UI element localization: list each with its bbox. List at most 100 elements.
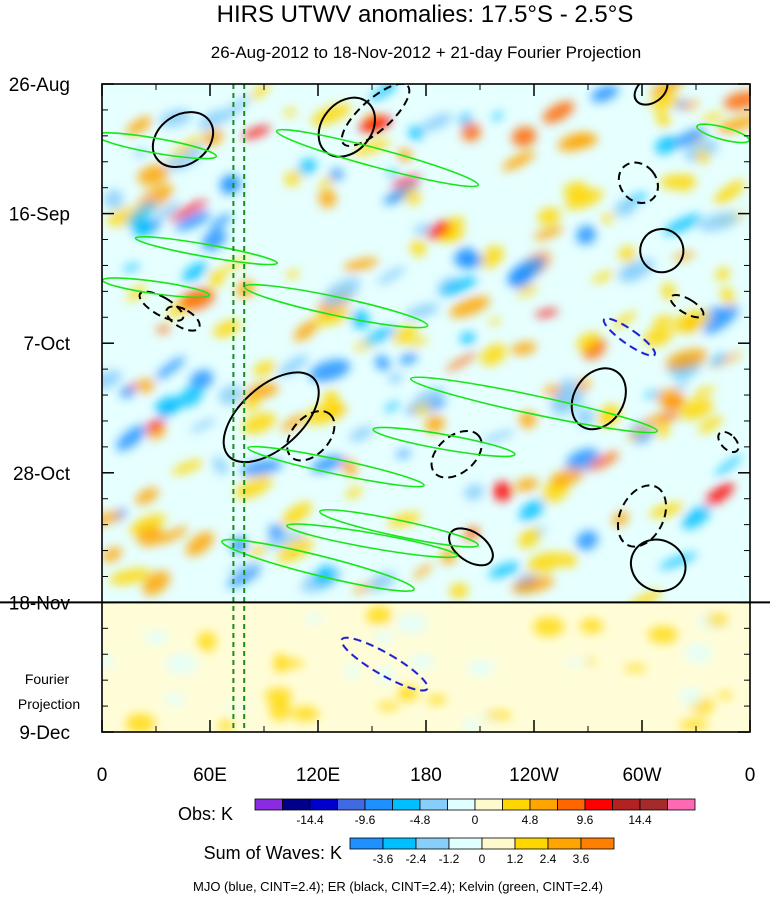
anomaly-blob [135,487,159,505]
anomaly-blob [132,219,153,237]
anomaly-blob [388,372,403,384]
anomaly-blob [213,255,251,278]
anomaly-blob [557,132,593,152]
kelvin-contour [286,523,458,559]
anomaly-blob [138,378,155,393]
plot-frame [101,83,751,733]
projection-blob [197,631,217,652]
anomaly-blob [449,296,491,318]
anomaly-blob [440,549,456,565]
anomaly-blob [399,353,418,365]
anomaly-blob [517,284,538,297]
anomaly-blob [408,125,424,141]
er-contour [617,161,659,204]
projection-blob [366,606,392,625]
anomaly-blob [672,173,696,192]
projection-blob [426,695,447,705]
anomaly-blob [252,361,277,376]
er-contour [639,228,685,274]
anomaly-blob [679,398,714,420]
anomaly-blob [407,337,429,348]
colorbar-swatch [612,798,641,811]
colorbar-swatch [415,837,450,850]
anomaly-blob [534,309,559,318]
anomaly-blob [179,288,216,311]
colorbar-tick-label: -9.6 [355,813,376,827]
anomaly-blob [549,467,584,487]
anomaly-blob [157,526,188,544]
anomaly-blob [650,93,681,110]
anomaly-blob [502,150,536,171]
x-tick-label: 0 [97,765,108,786]
projection-blob [648,626,679,644]
kelvin-contour [409,376,659,434]
anomaly-blob [213,456,228,475]
anomaly-blob [129,513,166,535]
anomaly-blob [126,116,152,136]
axes: 26-Aug 16-Sep 7-Oct 28-Oct 18-Nov 9-Dec 0 60E 12… [9,75,756,786]
er-contour [286,410,336,462]
anomaly-blob [404,187,421,205]
anomaly-blob [412,387,446,405]
colorbar-swatch [667,798,696,811]
er-contour [138,290,185,322]
anomaly-blob [349,426,374,442]
projection-blob [305,613,324,624]
anomaly-blob [323,277,361,307]
y-tick-label: 9-Dec [19,723,70,744]
anomaly-blob [661,282,676,300]
colorbar-swatch [529,798,558,811]
colorbar-tick-label: -3.6 [373,852,394,866]
colorbar-swatch [474,798,503,811]
anomaly-blob [245,382,279,399]
y-tick-label: 28-Oct [13,464,71,485]
colorbar-swatch [364,798,393,811]
anomaly-blob [136,526,165,547]
projection-blob [165,653,198,675]
projection-blob [624,664,647,672]
anomaly-blob [698,212,740,232]
er-contour [669,294,705,319]
anomaly-blob [104,189,124,210]
kelvin-contour [102,132,218,160]
anomaly-blob [119,387,135,398]
anomaly-blob [576,332,599,350]
anomaly-blob [391,175,421,188]
colorbar-tick-label: -14.4 [296,813,324,827]
anomaly-blob [156,325,171,334]
colorbar-tick-label: 1.2 [507,852,524,866]
colorbar-swatch [584,798,613,811]
colorbar-swatch [639,798,668,811]
projection-blob [717,691,733,699]
anomaly-blob [281,502,312,527]
kelvin-contour [247,445,425,488]
projection-blob [684,642,713,664]
anomaly-blob [701,112,723,123]
anomaly-blob [426,220,451,240]
anomaly-blob [682,100,699,111]
projection-blob [678,687,702,707]
projection-blob [564,658,589,666]
anomaly-blob [445,352,478,372]
projection-blob [102,654,115,668]
colorbar-swatch [447,798,476,811]
anomaly-blob [714,454,743,477]
anomaly-blob [190,370,214,390]
anomaly-blob [511,576,555,594]
anomaly-blob [703,305,739,334]
anomaly-blob [351,309,370,329]
anomaly-blob [543,384,565,396]
x-tick-label: 120E [296,765,340,786]
chart-subtitle: 26-Aug-2012 to 18-Nov-2012 + 21-day Four… [211,43,641,62]
projection-blob [678,719,709,731]
er-contour [222,371,320,464]
anomaly-blob [672,251,696,261]
mjo-contour [340,636,429,692]
anomaly-blob [533,226,564,240]
anomaly-blob [507,256,546,285]
projection-blob [377,702,399,711]
plot-area [102,84,750,732]
anomaly-blob [227,561,264,574]
x-tick-label: 120W [509,765,559,786]
